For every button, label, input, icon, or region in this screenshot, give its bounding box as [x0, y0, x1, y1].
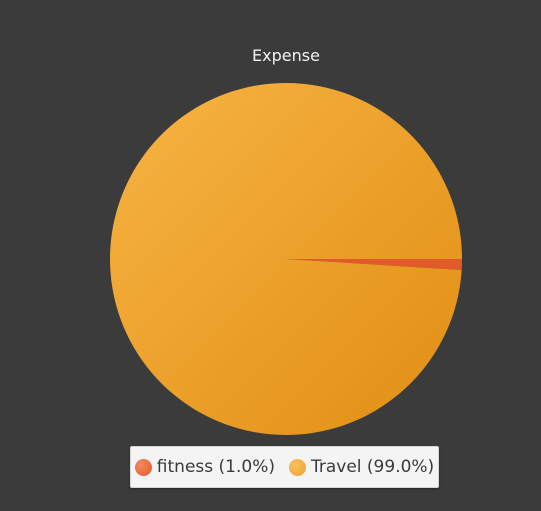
- legend-item-travel[interactable]: Travel (99.0%): [288, 457, 435, 477]
- pie-slice-travel[interactable]: [110, 83, 462, 436]
- legend-swatch-fitness: [134, 458, 152, 476]
- chart-title: Expense: [252, 46, 320, 65]
- pie-slice-fitness[interactable]: [286, 259, 462, 271]
- legend-label-fitness: fitness (1.0%): [156, 457, 275, 477]
- pie-slices: [110, 83, 462, 436]
- legend-swatch-travel: [288, 458, 306, 476]
- chart-legend: fitness (1.0%) Travel (99.0%): [130, 446, 439, 488]
- legend-label-travel: Travel (99.0%): [310, 457, 435, 477]
- legend-item-fitness[interactable]: fitness (1.0%): [134, 457, 275, 477]
